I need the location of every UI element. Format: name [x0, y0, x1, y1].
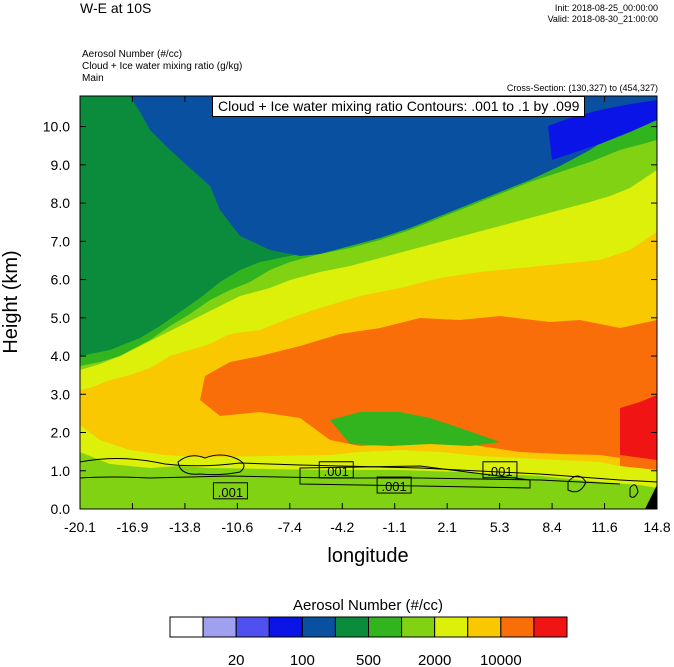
band-navy: [130, 96, 657, 256]
terrain-black: [645, 485, 657, 509]
contour-label-box: [318, 461, 354, 479]
y-tick-label: 6.0: [51, 272, 71, 288]
x-tick-label: 11.6: [591, 519, 617, 535]
colorbar-swatch: [235, 616, 270, 638]
contour-label-box: [212, 482, 248, 500]
plot-title: W-E at 10S: [80, 0, 152, 16]
colorbar-swatch: [169, 616, 204, 638]
y-tick-label: 3.0: [51, 386, 71, 402]
colorbar-swatch: [268, 616, 303, 638]
colorbar-labels: 20 100 500 2000 10000: [228, 652, 522, 667]
contour-label: .001: [381, 479, 406, 494]
colorbar-swatch: [202, 616, 237, 638]
contour-label: .001: [487, 464, 512, 479]
colorbar-swatch: [334, 616, 369, 638]
y-tick-label: 8.0: [51, 195, 71, 211]
x-tick-label: -4.2: [330, 519, 354, 535]
x-tick-label: -1.1: [383, 519, 407, 535]
x-tick-label: 8.4: [542, 519, 562, 535]
field-cloud-ice: Cloud + Ice water mixing ratio (g/kg): [82, 61, 243, 72]
y-tick-label: 5.0: [51, 310, 71, 326]
colorbar-label: 500: [356, 652, 381, 667]
init-time: Init: 2018-08-25_00:00:00: [554, 3, 658, 13]
colorbar-swatch: [467, 616, 502, 638]
contour-label: .001: [218, 485, 243, 500]
cloud-contours: [79, 454, 658, 498]
x-tick-label: 14.8: [643, 519, 670, 535]
y-tick-label: 1.0: [51, 463, 71, 479]
y-tick-label: 4.0: [51, 348, 71, 364]
contour-label: .001: [324, 464, 349, 479]
x-axis-label: longitude: [327, 545, 408, 567]
valid-time: Valid: 2018-08-30_21:00:00: [547, 14, 658, 24]
y-tick-label: 2.0: [51, 425, 71, 441]
x-tick-label: 2.1: [437, 519, 457, 535]
colorbar: [169, 616, 568, 638]
y-tick-label: 7.0: [51, 233, 71, 249]
y-tick-label: 10.0: [43, 119, 70, 135]
band-green-patch: [330, 412, 500, 446]
colorbar-swatch: [434, 616, 469, 638]
y-tick-label: 0.0: [51, 501, 71, 517]
cross-section-info: Cross-Section: (130,327) to (454,327): [506, 83, 658, 93]
contour-info-box: Cloud + Ice water mixing ratio Contours:…: [212, 96, 586, 117]
contour-labels: .001 .001 .001 .001: [212, 461, 518, 500]
x-tick-label: -20.1: [64, 519, 96, 535]
field-main: Main: [82, 73, 104, 84]
colorbar-title: Aerosol Number (#/cc): [293, 597, 443, 614]
x-tick-label: 5.3: [490, 519, 510, 535]
colorbar-swatch: [368, 616, 403, 638]
y-tick-label: 9.0: [51, 157, 71, 173]
colorbar-label: 20: [228, 652, 245, 667]
contour-label-box: [482, 461, 518, 479]
colorbar-label: 100: [290, 652, 315, 667]
x-tick-label: -16.9: [116, 519, 148, 535]
y-axis: 0.0 1.0 2.0 3.0 4.0 5.0 6.0 7.0 8.0 9.0 10.0: [43, 119, 657, 517]
field-aerosol: Aerosol Number (#/cc): [82, 49, 183, 60]
x-tick-label: -7.4: [278, 519, 302, 535]
colorbar-label: 10000: [480, 652, 522, 667]
colorbar-swatch: [500, 616, 535, 638]
band-blue: [548, 100, 657, 160]
y-axis-label: Height (km): [0, 250, 22, 353]
colorbar-label: 2000: [418, 652, 451, 667]
colorbar-swatch: [301, 616, 336, 638]
colorbar-swatch: [533, 616, 568, 638]
x-tick-label: -13.8: [169, 519, 201, 535]
contour-label-box: [376, 476, 412, 494]
x-axis: -20.1 -16.9 -13.8 -10.6 -7.4 -4.2 -1.1 2.1 5.3 8.…: [64, 96, 671, 535]
x-tick-label: -10.6: [221, 519, 253, 535]
colorbar-swatch: [401, 616, 436, 638]
